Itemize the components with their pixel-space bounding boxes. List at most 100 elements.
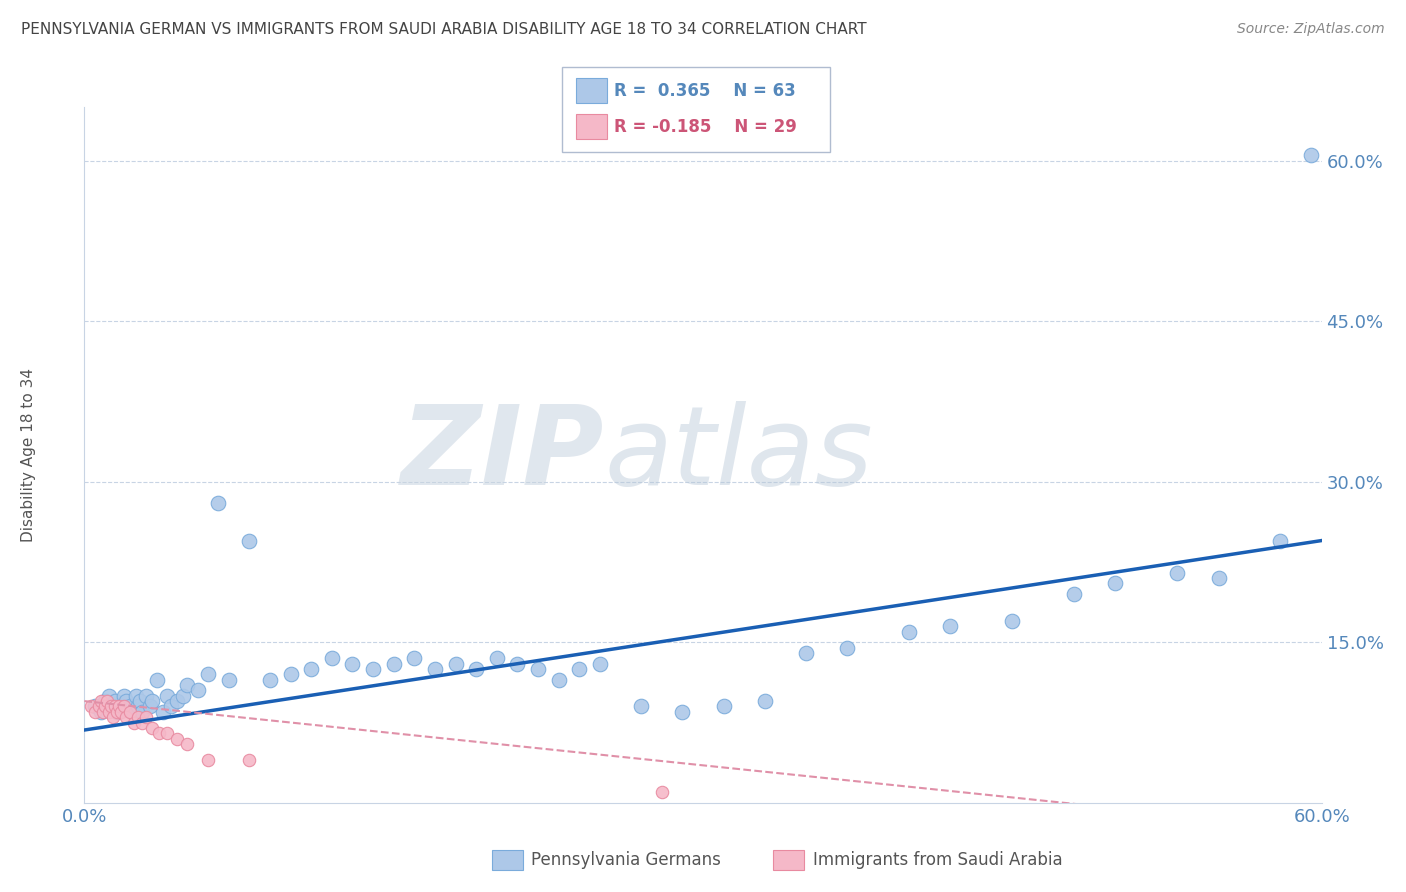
Point [118,699,141,714]
Point [127,699,149,714]
Point [280,667,302,681]
Point [118,705,141,719]
Point [148,726,170,740]
Point [83,705,105,719]
Point [754,694,776,708]
Point [361,662,384,676]
Point [506,657,529,671]
Point [114,710,136,724]
Point [105,705,128,719]
Point [342,657,364,671]
Point [1166,566,1188,580]
Point [100,699,122,714]
Point [110,705,132,719]
Point [404,651,426,665]
Point [259,673,281,687]
Point [527,662,550,676]
Point [96,694,118,708]
Point [187,683,209,698]
Text: R = -0.185    N = 29: R = -0.185 N = 29 [614,118,797,136]
Point [589,657,612,671]
Point [94,694,117,708]
Point [547,673,569,687]
Text: atlas: atlas [605,401,873,508]
Point [1001,614,1024,628]
Point [1104,576,1126,591]
Text: ZIP: ZIP [401,401,605,508]
Point [166,694,188,708]
Point [131,705,153,719]
Point [1270,533,1292,548]
Point [131,715,153,730]
Point [141,721,163,735]
Point [207,496,229,510]
Point [135,710,157,724]
Text: PENNSYLVANIA GERMAN VS IMMIGRANTS FROM SAUDI ARABIA DISABILITY AGE 18 TO 34 CORR: PENNSYLVANIA GERMAN VS IMMIGRANTS FROM S… [21,22,866,37]
Point [172,689,194,703]
Text: Disability Age 18 to 34: Disability Age 18 to 34 [21,368,37,542]
Point [837,640,859,655]
Point [160,699,183,714]
Point [156,726,179,740]
Point [104,694,127,708]
Point [114,694,136,708]
Point [1301,148,1323,162]
Point [898,624,921,639]
Point [197,667,219,681]
Point [105,705,128,719]
Text: R =  0.365    N = 63: R = 0.365 N = 63 [614,82,796,100]
Point [176,737,198,751]
Point [197,753,219,767]
Point [122,715,145,730]
Point [671,705,693,719]
Point [1063,587,1085,601]
Point [651,785,673,799]
Point [465,662,488,676]
Point [444,657,467,671]
Point [423,662,446,676]
Point [321,651,343,665]
Point [104,699,127,714]
Point [939,619,962,633]
Point [98,689,121,703]
Point [166,731,188,746]
Point [79,699,101,714]
Point [382,657,405,671]
Point [112,689,135,703]
Point [90,705,112,719]
Point [125,689,148,703]
Point [141,694,163,708]
Point [121,705,143,719]
Point [238,753,260,767]
Point [83,699,105,714]
Point [485,651,508,665]
Point [94,699,117,714]
Point [630,699,652,714]
Point [794,646,817,660]
Text: Source: ZipAtlas.com: Source: ZipAtlas.com [1237,22,1385,37]
Point [127,710,149,724]
Point [139,699,162,714]
Point [100,699,122,714]
Point [218,673,240,687]
Point [1208,571,1230,585]
Point [98,705,121,719]
Point [145,673,167,687]
Point [87,699,110,714]
Point [91,705,114,719]
Point [129,694,152,708]
Point [713,699,735,714]
Point [90,694,112,708]
Text: Pennsylvania Germans: Pennsylvania Germans [531,851,721,869]
Point [108,699,131,714]
Point [299,662,322,676]
Point [176,678,198,692]
Point [568,662,591,676]
Point [110,699,132,714]
Point [135,689,157,703]
Point [156,689,179,703]
Point [152,705,174,719]
Point [238,533,260,548]
Point [103,710,125,724]
Text: Immigrants from Saudi Arabia: Immigrants from Saudi Arabia [813,851,1063,869]
